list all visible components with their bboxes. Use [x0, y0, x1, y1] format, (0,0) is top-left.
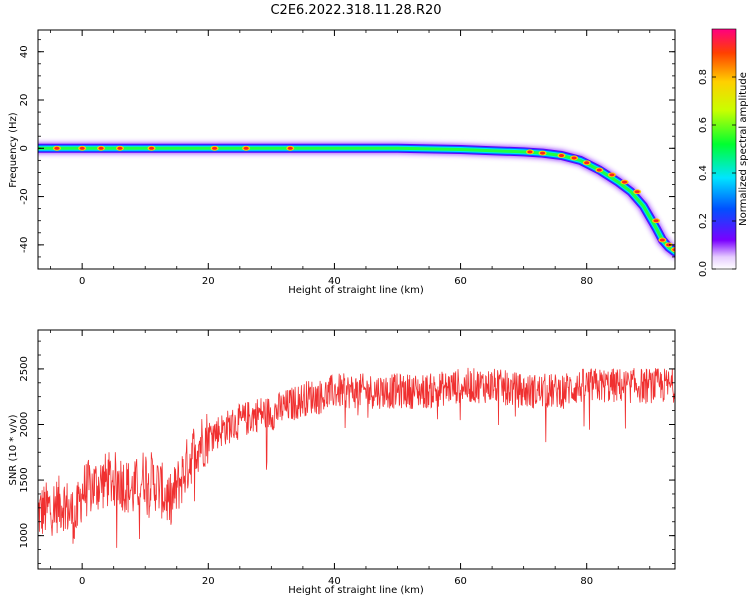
x-tick-label: 40: [328, 576, 341, 587]
x-tick-label: 0: [79, 576, 85, 587]
spectrogram-panel: 0 20 40 60 80 -40 -20 0 20 40 Height of straight …: [8, 29, 676, 296]
amplitude-peak-core: [653, 219, 659, 223]
amplitude-peak-core: [79, 146, 85, 150]
y-tick-label: -40: [19, 237, 30, 253]
snr-xlabel: Height of straight line (km): [288, 585, 424, 596]
ridge-purple: [38, 143, 675, 257]
y-tick-label: 0: [19, 145, 30, 151]
x-tick-label: 60: [454, 576, 467, 587]
x-tick-label: 60: [454, 276, 467, 287]
amplitude-peak-core: [666, 243, 672, 247]
y-tick-label: 2500: [19, 356, 30, 381]
colorbar-tick-label: 0.6: [698, 117, 709, 133]
snr-series-line: [38, 367, 675, 548]
amplitude-peak-core: [571, 156, 577, 160]
amplitude-peak-core: [634, 190, 640, 194]
y-tick-label: 40: [19, 45, 30, 58]
spectral-ridge: [38, 139, 675, 262]
spectrogram-ylabel: Frequency (Hz): [8, 112, 19, 188]
colorbar-tick-label: 0.8: [698, 69, 709, 85]
snr-ticks: 0 20 40 60 80 1000 1500 2000 2500: [19, 330, 675, 587]
amplitude-peak-core: [672, 248, 675, 252]
amplitude-peak-core: [596, 168, 602, 172]
amplitude-peak-core: [148, 146, 155, 150]
colorbar-tick-label: 0.2: [698, 213, 709, 229]
colorbar: 0.0 0.2 0.4 0.6 0.8 Normalized spectral ampl…: [698, 28, 749, 277]
amplitude-peak-core: [117, 146, 123, 150]
x-tick-label: 20: [202, 276, 215, 287]
amplitude-peak-core: [659, 238, 665, 242]
y-tick-label: -20: [19, 188, 30, 204]
y-tick-label: 20: [19, 94, 30, 107]
y-tick-label: 1500: [19, 467, 30, 492]
amplitude-peak-core: [558, 154, 565, 158]
y-tick-label: 2000: [19, 412, 30, 437]
spectrogram-ticks: 0 20 40 60 80 -40 -20 0 20 40: [19, 30, 675, 287]
spectrogram-xlabel: Height of straight line (km): [288, 285, 424, 296]
snr-ylabel: SNR (10 * v/v): [8, 414, 19, 485]
colorbar-tick-label: 0.4: [698, 165, 709, 181]
amplitude-peak-core: [527, 150, 533, 154]
amplitude-peak-core: [211, 146, 218, 150]
amplitude-peak-core: [287, 146, 293, 150]
x-tick-label: 0: [79, 276, 85, 287]
amplitude-peak-core: [621, 180, 628, 184]
figure-title: C2E6.2022.318.11.28.R20: [270, 3, 441, 18]
colorbar-ticks: 0.0 0.2 0.4 0.6 0.8: [698, 69, 736, 277]
colorbar-label: Normalized spectral amplitude: [738, 72, 749, 226]
amplitude-peak-core: [243, 146, 249, 150]
amplitude-peak-core: [54, 146, 60, 150]
x-tick-label: 80: [580, 576, 593, 587]
x-tick-label: 20: [202, 576, 215, 587]
amplitude-peak-core: [539, 151, 546, 155]
amplitude-peak-core: [584, 161, 590, 165]
amplitude-peak-core: [98, 146, 104, 150]
colorbar-tick-label: 0.0: [698, 261, 709, 277]
spectrogram-frame: [37, 29, 676, 270]
x-tick-label: 40: [328, 276, 341, 287]
y-tick-label: 1000: [19, 523, 30, 548]
amplitude-peak-core: [609, 173, 615, 177]
x-tick-label: 80: [580, 276, 593, 287]
colorbar-gradient: [711, 28, 737, 270]
snr-frame: [37, 329, 676, 570]
snr-panel: 0 20 40 60 80 1000 1500 2000 2500 Height of stra…: [8, 329, 676, 596]
